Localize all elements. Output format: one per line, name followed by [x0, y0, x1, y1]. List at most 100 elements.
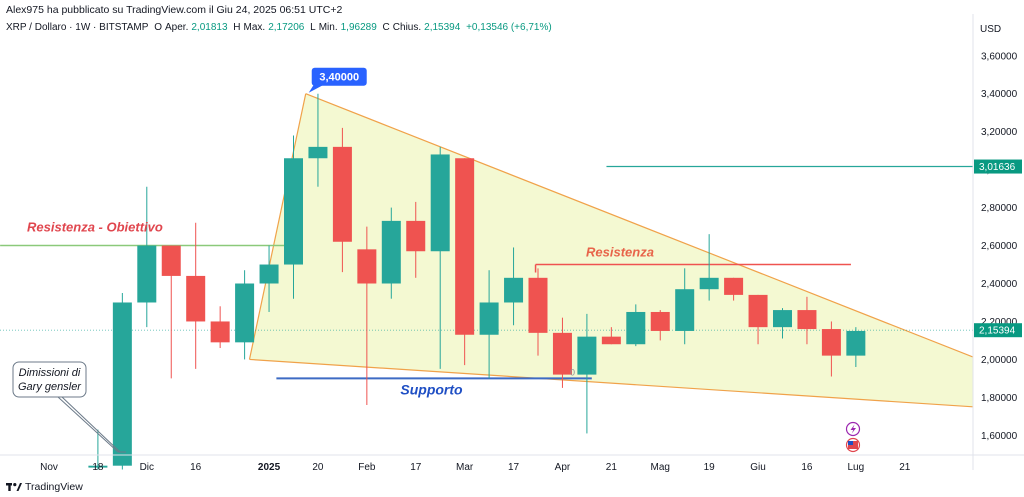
- candle-down[interactable]: [821, 321, 841, 377]
- candle-body: [259, 264, 279, 284]
- candle-up[interactable]: [430, 146, 450, 369]
- legend-close-value: 2,15394: [424, 22, 461, 33]
- x-tick-label: 16: [801, 462, 813, 473]
- wedge-top-line[interactable]: [305, 93, 1024, 381]
- current-price-tag[interactable]: 2,15394: [974, 323, 1022, 338]
- y-tick-label: 2,40000: [981, 279, 1018, 290]
- x-tick-label: Nov: [40, 462, 58, 473]
- candle-body: [552, 332, 572, 375]
- candle-down[interactable]: [406, 201, 426, 278]
- candle-body: [846, 330, 866, 356]
- y-tick-label: 2,80000: [981, 203, 1018, 214]
- x-tick-label: 21: [606, 462, 618, 473]
- x-tick-label: Lug: [848, 462, 865, 473]
- current-price-tag-text: 2,15394: [979, 326, 1016, 337]
- y-tick-label: 3,60000: [981, 51, 1018, 62]
- target-price-tag[interactable]: 3,01636: [974, 159, 1022, 174]
- candle-body: [504, 277, 524, 303]
- tradingview-logo[interactable]: TradingView: [6, 481, 83, 493]
- legend-open-label: O: [154, 22, 162, 33]
- candle-body: [137, 245, 157, 303]
- x-tick-label: 20: [312, 462, 324, 473]
- x-tick-label: Mag: [651, 462, 670, 473]
- x-tick-label: Giu: [750, 462, 766, 473]
- y-tick-label: 1,80000: [981, 393, 1018, 404]
- price-axis-unit: USD: [980, 24, 1001, 35]
- candle-body: [381, 220, 401, 284]
- wedge-bottom-line[interactable]: [249, 358, 1024, 411]
- candle-up[interactable]: [699, 234, 719, 301]
- y-tick-label: 2,20000: [981, 317, 1018, 328]
- target-price-tag-text: 3,01636: [979, 162, 1016, 173]
- candle-down[interactable]: [528, 268, 548, 356]
- candle-body: [748, 294, 768, 328]
- candle-up[interactable]: [675, 268, 695, 345]
- candle-body: [112, 302, 132, 466]
- candle-up[interactable]: [137, 186, 157, 328]
- legend-low-text: Min.: [318, 22, 338, 33]
- price-axis-background: [973, 0, 1024, 470]
- high-price-callout[interactable]: 3,40000: [308, 67, 367, 93]
- candle-down[interactable]: [455, 158, 475, 366]
- candle-down[interactable]: [650, 310, 670, 341]
- legend-symbol[interactable]: XRP / Dollaro · 1W · BITSTAMP: [6, 22, 149, 33]
- candle-up[interactable]: [504, 247, 524, 326]
- dimissioni-text-line1: Dimissioni di: [19, 367, 81, 379]
- x-tick-label: 21: [899, 462, 911, 473]
- resistance-objective-label: Resistenza - Obiettivo: [27, 220, 163, 235]
- candle-down[interactable]: [332, 127, 352, 273]
- candle-down[interactable]: [186, 222, 206, 369]
- candle-up[interactable]: [112, 292, 132, 470]
- candle-down[interactable]: [357, 226, 377, 405]
- event-icons[interactable]: [845, 421, 861, 453]
- candle-down[interactable]: [210, 306, 230, 349]
- x-tick-label: Feb: [358, 462, 376, 473]
- axes-layer: USD3,600003,400003,200003,000002,800002,…: [0, 0, 1024, 473]
- candle-up[interactable]: [626, 304, 646, 347]
- candle-down[interactable]: [161, 245, 181, 379]
- target-price-tag-bg: [974, 159, 1022, 174]
- candle-up[interactable]: [308, 93, 328, 187]
- legend-open-text: Aper.: [165, 22, 189, 33]
- candle-down[interactable]: [797, 296, 817, 345]
- candle-down[interactable]: [724, 277, 744, 301]
- wedge-left-line[interactable]: [248, 93, 307, 360]
- dimissioni-callout[interactable]: Dimissioni di Gary gensler: [12, 361, 126, 453]
- candle-body: [797, 310, 817, 330]
- candle-up[interactable]: [773, 308, 792, 339]
- candle-body: [88, 465, 108, 468]
- ohlc-legend: XRP / Dollaro · 1W · BITSTAMP O Aper. 2,01…: [6, 22, 555, 33]
- candle-up[interactable]: [479, 270, 499, 379]
- current-price-tag-bg: [974, 323, 1022, 338]
- candle-up[interactable]: [284, 135, 303, 299]
- candle-body: [650, 311, 670, 331]
- candle-up[interactable]: [381, 207, 401, 299]
- candle-up[interactable]: [846, 327, 866, 368]
- candle-body: [210, 321, 230, 343]
- y-tick-label: 2,00000: [981, 355, 1018, 366]
- high-callout-box: [311, 67, 367, 86]
- footer-brand: TradingView: [25, 481, 83, 493]
- legend-high-label: H: [233, 22, 241, 33]
- candle-up[interactable]: [235, 270, 255, 360]
- legend-low-value: 1,96289: [340, 22, 377, 33]
- us-flag-icon-canton: [848, 441, 853, 445]
- y-tick-label: 2,60000: [981, 241, 1018, 252]
- x-tick-label: 2025: [258, 462, 281, 473]
- candle-down[interactable]: [601, 327, 621, 345]
- x-tick-label: 18: [92, 462, 104, 473]
- high-callout-pointer: [308, 84, 324, 93]
- candle-body: [235, 283, 255, 343]
- legend-high-value: 2,17206: [268, 22, 305, 33]
- candle-down[interactable]: [552, 317, 572, 388]
- candle-up[interactable]: [577, 313, 597, 434]
- candle-up[interactable]: [259, 245, 279, 312]
- candle-up[interactable]: [88, 429, 108, 470]
- legend-close-text: Chius.: [392, 22, 422, 33]
- x-tick-label: Dic: [140, 462, 154, 473]
- candle-down[interactable]: [748, 294, 768, 345]
- annotation-layer: Resistenza - Obiettivo Supporto Resistenza…: [12, 67, 861, 453]
- candle-body: [821, 329, 841, 356]
